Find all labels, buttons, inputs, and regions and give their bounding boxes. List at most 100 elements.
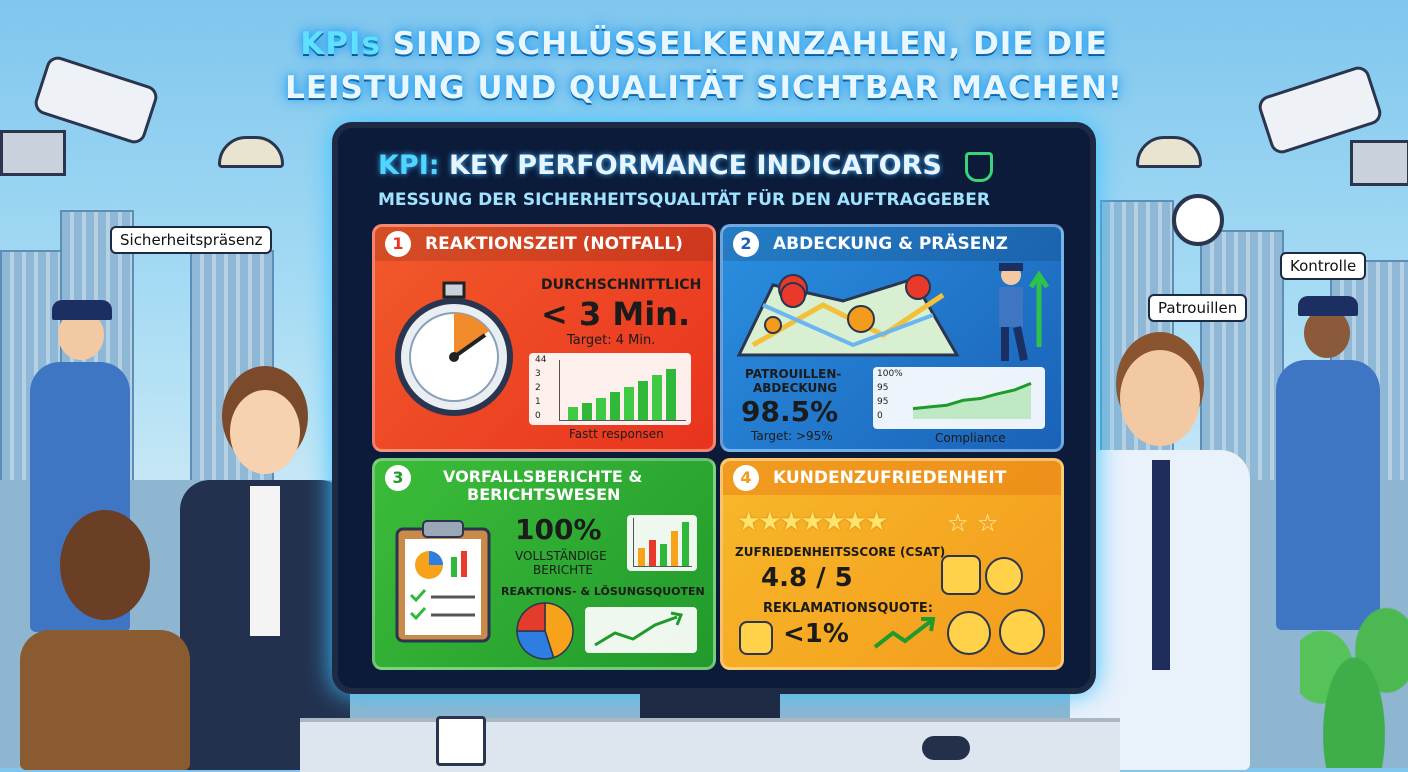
compliance-chart-ytick: 100% [877,369,903,379]
man-seated-body [20,630,190,770]
reports-chart-bar [660,544,667,566]
panel-3-value: 100% [515,513,602,546]
panel-incident-reports: 3 VORFALLSBERICHTE & BERICHTSWESEN 100% … [372,458,716,670]
woman-presenter [170,370,360,770]
man-seated [20,510,190,770]
response-chart-bar [638,380,648,420]
panel-1-label: DURCHSCHNITTLICH [541,277,702,293]
monitor-subtitle: MESSUNG DER SICHERHEITSQUALITÄT FÜR DEN … [378,190,990,210]
sad-face-icon [947,611,991,655]
panel-customer-satisfaction: 4 KUNDENZUFRIEDENHEIT ★★★★★★★ ☆ ☆ ZUFRIE… [720,458,1064,670]
response-chart-bar [652,375,662,420]
thumbs-up-icon [739,621,773,655]
monitor-title: KPI: KEY PERFORMANCE INDICATORS [378,150,994,182]
clipboard-icon [395,520,491,643]
compliance-chart-ytick: 0 [877,411,883,421]
response-chart-ytick: 44 [535,355,547,365]
panel-2-header: 2 ABDECKUNG & PRÄSENZ [723,227,1061,261]
panel-3-label-2: BERICHTE [533,563,594,577]
monitor-title-text: KEY PERFORMANCE INDICATORS [439,150,942,181]
man-tie [1152,460,1170,670]
reports-chart-bar [649,539,656,566]
patrol-guard-icon [999,263,1050,362]
guard-right-head [1304,308,1350,358]
plant-icon [1300,600,1408,768]
panel-1-title: REAKTIONSZEIT (NOTFALL) [425,234,683,254]
response-chart-caption: Fastt responsen [569,427,664,441]
response-chart-bar [610,392,620,420]
response-chart-bar [624,386,634,420]
csat-value: 4.8 / 5 [761,563,853,593]
panel-2-label-2: ABDECKUNG [753,381,838,395]
guard-right-body [1276,360,1380,630]
panel-4-header: 4 KUNDENZUFRIEDENHEIT [723,461,1061,495]
reports-chart-bar [671,530,678,566]
headline-line2: LEISTUNG UND QUALITÄT SICHTBAR MACHEN! [285,70,1123,106]
guard-right-cap [1298,296,1358,316]
bubble-control: Kontrolle [1280,252,1367,280]
panel-2-title: ABDECKUNG & PRÄSENZ [773,234,1008,254]
panel-coverage: 2 ABDECKUNG & PRÄSENZ PATROUILLEN- ABDEC… [720,224,1064,452]
panel-1-value: < 3 Min. [541,295,691,333]
panel-2-label-1: PATROUILLEN- [745,367,842,381]
compliance-chart-caption: Compliance [935,431,1006,445]
guard-right [1262,296,1392,636]
panel-2-target: Target: >95% [751,429,833,443]
reports-chart-bar [682,522,689,566]
response-chart-bar [596,398,606,420]
man-head [1120,350,1200,446]
quotes-pie-chart [516,602,574,660]
compliance-chart-area [913,383,1031,419]
complaint-label: REKLAMATIONSQUOTE: [763,601,933,616]
trend-up-arrow-icon [873,617,936,649]
compliance-chart-line [912,382,1032,419]
mouse [922,736,970,760]
thumbs-up-icon [941,555,981,595]
panel-3-title-2: BERICHTSWESEN [467,485,621,504]
quotes-pie-slice [544,602,574,659]
smiley-icon [985,557,1023,595]
camera-mount-left [0,130,66,176]
response-chart-bar [568,407,578,420]
compliance-chart-ytick: 95 [877,397,889,407]
star-rating-icons: ★★★★★★★ [737,507,888,537]
response-chart-bar [666,369,676,420]
headline-kpis: KPIs [300,26,381,62]
compliance-chart: 100% 95 95 0 [873,367,1045,429]
shield-check-icon [965,151,994,182]
panel-2-value: 98.5% [741,395,839,428]
desk [300,718,1120,772]
smiley-icon [999,609,1045,655]
ceiling-lamp-left [218,136,284,168]
stopwatch-icon [395,281,513,416]
reports-chart-bars [633,518,692,567]
response-chart-ytick: 3 [535,369,541,379]
panel-3-label-1: VOLLSTÄNDIGE [515,549,607,563]
response-chart: 44 3 2 1 0 [529,353,691,425]
response-chart-ytick: 1 [535,397,541,407]
panel-1-header: 1 REAKTIONSZEIT (NOTFALL) [375,227,713,261]
monitor-title-kpi: KPI: [378,150,440,181]
panel-3-title-1: VORFALLSBERICHTE & [443,467,643,486]
response-chart-ytick: 2 [535,383,541,393]
panel-response-time: 1 REAKTIONSZEIT (NOTFALL) DURCHSCHNITTLI… [372,224,716,452]
panel-4-title: KUNDENZUFRIEDENHEIT [773,468,1007,488]
csat-label: ZUFRIEDENHEITSSCORE (CSAT) [735,545,946,559]
man-presenter [1040,340,1280,770]
panel-3-quotes: REAKTIONS- & LÖSUNGSQUOTEN [501,585,705,598]
headline-part: SIND SCHLÜSSELKENNZAHLEN, DIE DIE [380,26,1108,62]
compliance-chart-series [912,382,1032,411]
panel-4-number: 4 [733,465,759,491]
guard-left-cap [52,300,112,320]
response-chart-ytick: 0 [535,411,541,421]
quotes-pie-slice [516,602,546,632]
compliance-chart-ytick: 95 [877,383,889,393]
panel-1-target: Target: 4 Min. [567,333,656,348]
panel-2-number: 2 [733,231,759,257]
headline: KPIs SIND SCHLÜSSELKENNZAHLEN, DIE DIE L… [180,22,1228,110]
ceiling-lamp-right [1136,136,1202,168]
woman-head [230,390,300,474]
trend-up-arrow-icon [594,611,684,647]
reports-chart-bar [638,548,645,566]
camera-mount-right [1350,140,1408,186]
